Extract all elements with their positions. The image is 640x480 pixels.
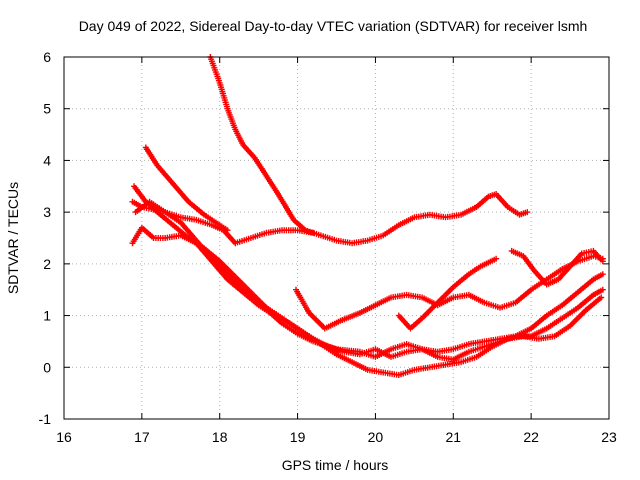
x-tick-label: 18 bbox=[212, 429, 228, 445]
plot-frame bbox=[63, 56, 610, 420]
y-tick-label: 6 bbox=[43, 49, 51, 65]
series-track-7 bbox=[293, 253, 606, 332]
point-markers bbox=[395, 255, 500, 332]
y-tick-label: 0 bbox=[43, 359, 51, 375]
y-axis-label: SDTVAR / TECUs bbox=[5, 182, 21, 294]
series-track-8 bbox=[395, 255, 500, 332]
point-markers bbox=[508, 247, 606, 288]
point-markers bbox=[293, 253, 606, 332]
x-tick-label: 19 bbox=[290, 429, 306, 445]
y-tick-label: -1 bbox=[39, 411, 52, 427]
chart-title: Day 049 of 2022, Sidereal Day-to-day VTE… bbox=[79, 18, 588, 34]
y-tick-label: 2 bbox=[43, 256, 51, 272]
y-tick-label: 4 bbox=[43, 152, 51, 168]
x-tick-label: 20 bbox=[368, 429, 384, 445]
series-layer bbox=[129, 54, 606, 378]
x-tick-label: 22 bbox=[523, 429, 539, 445]
series-track-6 bbox=[132, 198, 605, 378]
series-track-1 bbox=[207, 54, 531, 247]
series-track-9 bbox=[508, 247, 606, 288]
series-line bbox=[209, 56, 528, 244]
x-tick-label: 23 bbox=[601, 429, 617, 445]
x-tick-label: 17 bbox=[134, 429, 150, 445]
point-markers bbox=[142, 144, 231, 234]
y-tick-label: 5 bbox=[43, 101, 51, 117]
series-track-3 bbox=[142, 144, 231, 234]
x-tick-labels: 16 17 18 19 20 21 22 23 bbox=[56, 429, 617, 445]
x-axis-label: GPS time / hours bbox=[282, 457, 389, 473]
grid bbox=[64, 57, 609, 419]
x-tick-label: 16 bbox=[56, 429, 72, 445]
x-tick-label: 21 bbox=[445, 429, 461, 445]
y-tick-label: 3 bbox=[43, 204, 51, 220]
y-tick-label: 1 bbox=[43, 308, 51, 324]
point-markers bbox=[207, 54, 531, 247]
y-tick-labels: -1 0 1 2 3 4 5 6 bbox=[39, 49, 52, 427]
point-markers bbox=[132, 198, 605, 378]
